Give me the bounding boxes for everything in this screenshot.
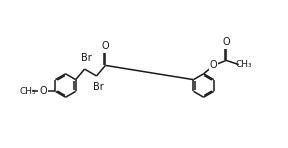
Text: O: O [39,86,47,96]
Text: O: O [102,41,109,51]
Text: Br: Br [81,53,92,63]
Text: O: O [210,60,217,70]
Text: CH₃: CH₃ [236,60,252,69]
Text: O: O [222,37,230,47]
Text: Br: Br [93,82,104,92]
Text: CH₃: CH₃ [20,87,37,96]
